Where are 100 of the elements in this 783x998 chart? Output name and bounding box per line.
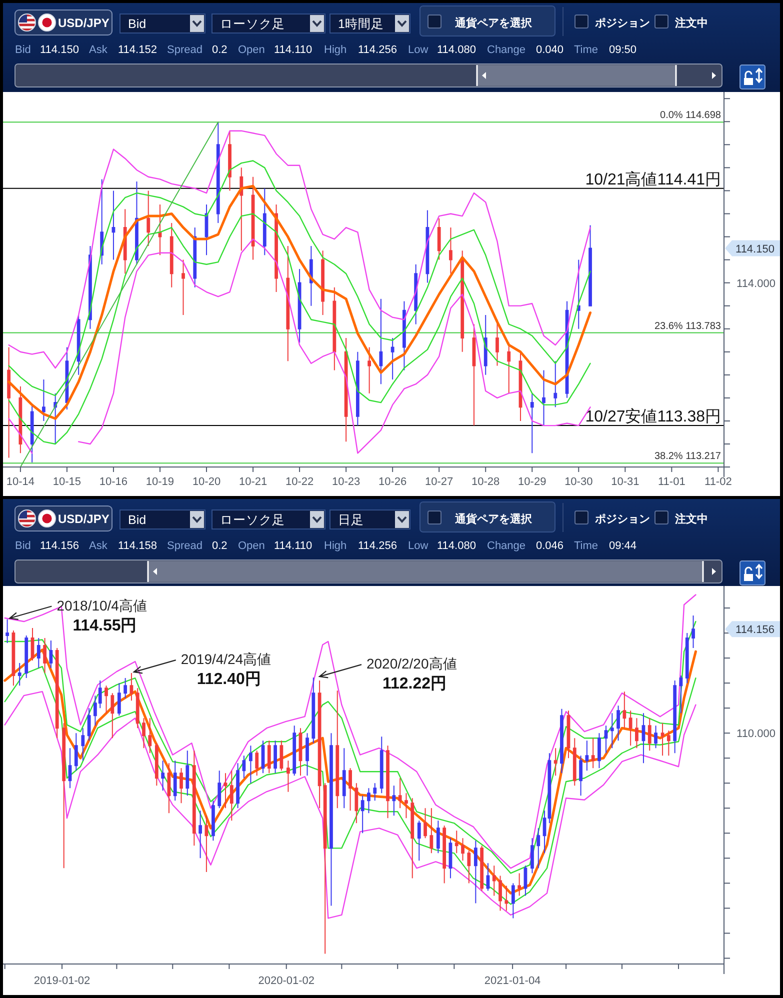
candlestick (55, 648, 59, 739)
dropdown: Bid (120, 510, 206, 530)
candlestick (306, 732, 309, 776)
candlestick (356, 351, 360, 426)
x-tick-label: 10-22 (285, 476, 314, 488)
candlestick (142, 718, 146, 749)
candlestick (367, 788, 370, 814)
candlestick (173, 760, 177, 802)
candlestick (321, 250, 324, 316)
candlestick (24, 635, 28, 679)
candlestick (286, 245, 290, 362)
candlestick (576, 259, 580, 330)
text: 114.110 (274, 540, 312, 552)
x-tick-label: 10-14 (6, 476, 35, 488)
candlestick (309, 245, 313, 306)
text: 09:50 (609, 44, 637, 56)
candlestick (511, 882, 515, 919)
text: High (324, 44, 347, 56)
candlestick (100, 178, 104, 265)
x-tick-label: 11-02 (704, 476, 732, 488)
candlestick (49, 640, 53, 669)
candlestick (386, 745, 390, 819)
x-tick-label: 10-26 (378, 476, 407, 488)
x-tick-label: 10-28 (472, 476, 500, 488)
text: 114.080 (437, 44, 476, 56)
ref-line-label: 10/27安値113.38円 (585, 408, 721, 426)
ref-line-label: 23.6% 113.783 (654, 320, 722, 332)
text: Change (487, 540, 526, 552)
candlestick (228, 130, 232, 192)
candlestick (398, 778, 402, 809)
text: Low (408, 540, 428, 552)
candlestick (461, 838, 464, 862)
candlestick (68, 748, 72, 789)
candlestick (262, 188, 266, 256)
x-tick-label: 10-30 (564, 476, 593, 488)
candlestick (170, 222, 174, 288)
text: Spread (167, 540, 202, 552)
candlestick (286, 760, 290, 792)
candlestick (186, 750, 190, 796)
candlestick (54, 392, 58, 444)
candlestick (679, 675, 683, 714)
candlestick (292, 725, 296, 776)
candlestick (6, 618, 10, 644)
text: 0.2 (212, 44, 228, 56)
candlestick (236, 762, 240, 809)
candlestick (255, 750, 259, 776)
button: USD/JPY (14, 506, 112, 532)
candlestick (654, 725, 658, 749)
dropdown: ローソク足 (212, 510, 326, 530)
candlestick (622, 691, 626, 729)
dropdown: 日足 (330, 510, 410, 530)
candlestick (158, 204, 162, 256)
text: ポジション (594, 18, 650, 30)
candlestick (167, 762, 171, 814)
candlestick (242, 755, 246, 779)
x-tick-label: 2021-01-04 (484, 975, 541, 987)
x-tick-label: 10-27 (425, 476, 454, 488)
candlestick (182, 259, 185, 316)
text: Change (487, 44, 526, 56)
text: Ask (89, 44, 108, 56)
candlestick (430, 808, 434, 854)
text: 114.152 (118, 44, 157, 56)
candlestick (224, 772, 228, 809)
dropdown: ローソク足 (212, 14, 326, 34)
candlestick (218, 770, 222, 809)
candlestick (598, 732, 601, 769)
candlestick (560, 708, 564, 774)
candlestick (87, 708, 91, 742)
candlestick (660, 722, 664, 756)
candlestick (42, 379, 46, 422)
candlestick (117, 682, 121, 716)
candlestick (154, 742, 158, 786)
candlestick (585, 740, 589, 772)
candlestick (230, 770, 234, 822)
candlestick (136, 688, 140, 729)
candlestick (579, 755, 582, 796)
candlestick (616, 705, 620, 742)
candlestick (486, 862, 490, 892)
x-tick-label: 10-23 (332, 476, 360, 488)
candlestick (330, 732, 333, 906)
candlestick (43, 638, 46, 674)
candlestick (442, 825, 446, 884)
candlestick (542, 370, 546, 426)
candlestick (148, 718, 152, 754)
candlestick (312, 677, 316, 744)
candlestick (472, 324, 476, 426)
text: 注文中 (674, 512, 708, 526)
x-tick-label: 10-16 (99, 476, 128, 488)
candlestick (454, 830, 458, 854)
text: 09:44 (609, 540, 637, 552)
text: 0.040 (536, 44, 564, 56)
candlestick (348, 768, 352, 812)
candlestick (635, 718, 638, 749)
candlestick (642, 712, 646, 764)
annotation: 2020/2/20高値 112.22円 (366, 656, 457, 693)
text: Low (408, 44, 428, 56)
button: 通貨ペアを選択 (420, 6, 556, 36)
candlestick (492, 865, 496, 896)
x-tick-label: 2020-01-02 (258, 975, 314, 987)
candlestick (342, 748, 346, 809)
